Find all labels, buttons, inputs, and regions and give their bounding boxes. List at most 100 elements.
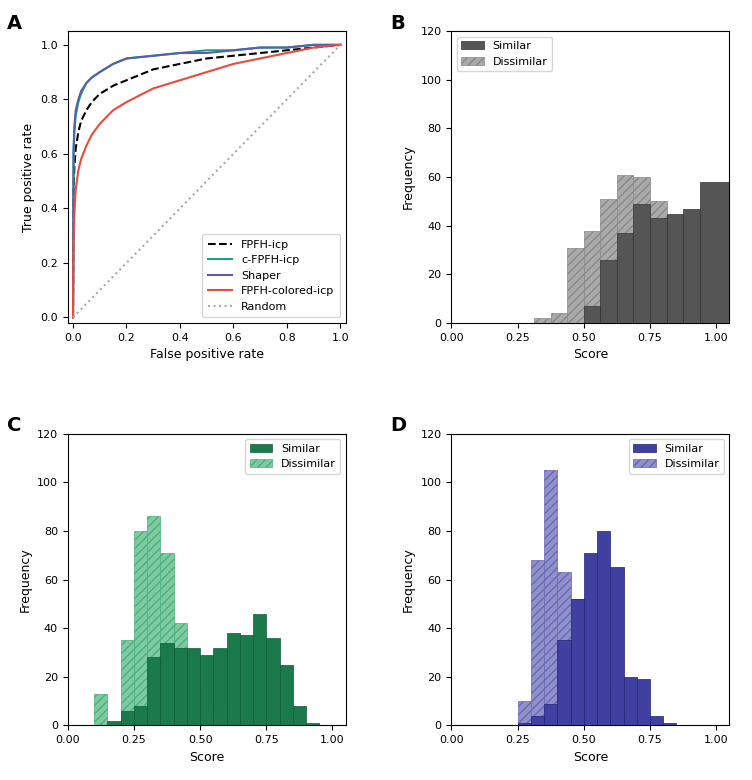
FPFH-colored-icp (309, 43, 318, 52)
Bar (544, 470, 557, 725)
Bar (200, 706, 214, 725)
Bar (120, 711, 134, 725)
Bar (550, 313, 567, 323)
FPFH-colored-icp (336, 40, 345, 49)
Shaper (74, 94, 83, 104)
Shaper (122, 54, 131, 63)
Shaper (68, 313, 77, 322)
Bar (94, 693, 108, 725)
Bar (650, 201, 666, 323)
Bar (666, 301, 683, 323)
Bar (611, 713, 623, 725)
Bar (557, 573, 571, 725)
Bar (240, 636, 253, 725)
Y-axis label: Frequency: Frequency (18, 548, 32, 612)
c-FPFH-icp (309, 40, 318, 49)
FPFH-icp (122, 76, 131, 85)
Bar (200, 655, 214, 725)
Bar (531, 560, 544, 725)
FPFH-colored-icp (149, 83, 158, 93)
Bar (623, 677, 637, 725)
Bar (699, 182, 729, 323)
c-FPFH-icp (77, 89, 86, 98)
FPFH-colored-icp (256, 54, 265, 63)
Shaper (229, 45, 238, 55)
FPFH-icp (71, 144, 80, 153)
Bar (663, 723, 677, 725)
c-FPFH-icp (283, 43, 292, 52)
Shaper (77, 87, 86, 96)
Y-axis label: Frequency: Frequency (402, 144, 415, 209)
FPFH-icp (82, 105, 91, 115)
Bar (557, 640, 571, 725)
Bar (226, 633, 240, 725)
Line: FPFH-icp: FPFH-icp (73, 44, 341, 317)
Bar (597, 689, 611, 725)
Shaper (87, 73, 96, 82)
Bar (633, 177, 650, 323)
Legend: Similar, Dissimilar: Similar, Dissimilar (245, 439, 340, 473)
FPFH-icp (77, 116, 86, 126)
X-axis label: Score: Score (573, 348, 608, 361)
Bar (623, 721, 637, 725)
c-FPFH-icp (149, 51, 158, 60)
FPFH-icp (69, 185, 78, 194)
Bar (186, 689, 200, 725)
FPFH-colored-icp (87, 130, 96, 140)
Shaper (69, 144, 78, 153)
Shaper (283, 43, 292, 52)
c-FPFH-icp (202, 45, 211, 55)
Text: B: B (390, 14, 405, 33)
Bar (517, 723, 531, 725)
c-FPFH-icp (96, 67, 105, 76)
Bar (633, 204, 650, 323)
X-axis label: False positive rate: False positive rate (150, 348, 264, 361)
FPFH-colored-icp (74, 165, 83, 175)
c-FPFH-icp (229, 45, 238, 55)
Shaper (82, 78, 91, 87)
FPFH-icp (202, 54, 211, 63)
Bar (544, 704, 557, 725)
Text: C: C (7, 417, 21, 435)
Bar (293, 706, 306, 725)
FPFH-icp (229, 51, 238, 60)
Bar (134, 706, 147, 725)
Bar (600, 260, 617, 323)
Shaper (175, 48, 184, 58)
Legend: FPFH-icp, c-FPFH-icp, Shaper, FPFH-colored-icp, Random: FPFH-icp, c-FPFH-icp, Shaper, FPFH-color… (202, 234, 340, 317)
Bar (571, 599, 584, 725)
Bar (584, 640, 597, 725)
Bar (683, 208, 699, 323)
FPFH-colored-icp (69, 236, 78, 246)
FPFH-icp (283, 45, 292, 55)
FPFH-colored-icp (122, 98, 131, 107)
Bar (280, 665, 293, 725)
Bar (253, 614, 266, 725)
Bar (108, 721, 120, 725)
Bar (147, 658, 160, 725)
Line: Shaper: Shaper (73, 44, 341, 317)
Bar (571, 599, 584, 725)
X-axis label: Score: Score (573, 750, 608, 764)
Bar (517, 701, 531, 725)
Shaper (108, 59, 117, 69)
Line: c-FPFH-icp: c-FPFH-icp (73, 44, 341, 317)
FPFH-icp (74, 127, 83, 136)
Shaper (256, 43, 265, 52)
Bar (174, 623, 186, 725)
Bar (584, 553, 597, 725)
Bar (617, 233, 633, 323)
Bar (617, 175, 633, 323)
FPFH-colored-icp (202, 67, 211, 76)
Bar (147, 516, 160, 725)
Line: FPFH-colored-icp: FPFH-colored-icp (73, 44, 341, 317)
Legend: Similar, Dissimilar: Similar, Dissimilar (629, 439, 724, 473)
c-FPFH-icp (87, 73, 96, 82)
Bar (134, 531, 147, 725)
Shaper (70, 122, 79, 131)
c-FPFH-icp (122, 54, 131, 63)
Bar (160, 643, 174, 725)
FPFH-colored-icp (68, 313, 77, 322)
Bar (650, 716, 663, 725)
c-FPFH-icp (256, 43, 265, 52)
